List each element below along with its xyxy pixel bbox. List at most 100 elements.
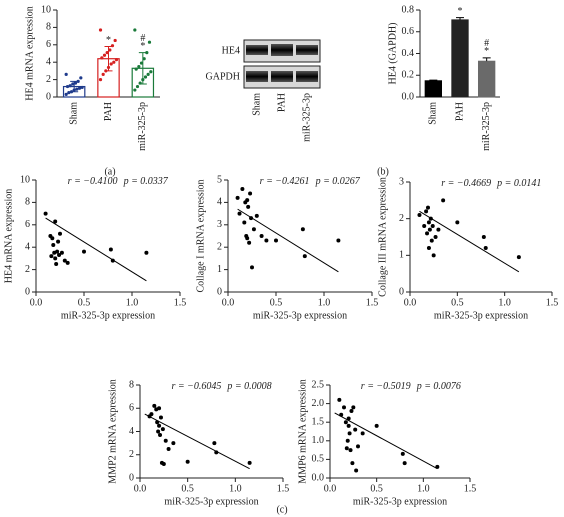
y-tick-label: 2 — [217, 241, 222, 252]
y-tick-label: 0 — [399, 286, 404, 297]
panel-label: (c) — [276, 504, 287, 515]
x-tick-label: 0.5 — [181, 483, 194, 494]
y-axis-label: HE4 mRNA expression — [3, 189, 14, 283]
data-point — [105, 51, 109, 55]
stat-annotation: r = −0.5019 p = 0.0076 — [361, 381, 461, 392]
x-axis-label: miR-325-3p expression — [253, 310, 347, 321]
y-tick-label: 4 — [46, 56, 51, 67]
data-point — [235, 195, 240, 200]
y-tick-label: 0 — [129, 472, 134, 483]
data-point — [417, 213, 422, 217]
x-tick-label: 1.5 — [277, 483, 290, 494]
y-tick-label: 4 — [217, 197, 222, 208]
significance-mark: * — [484, 46, 489, 57]
y-tick-label: 2 — [25, 264, 30, 275]
blot-band — [271, 44, 293, 56]
data-point — [114, 57, 119, 62]
x-tick-label: miR-325-3p — [481, 102, 492, 151]
data-point — [360, 431, 365, 436]
y-axis-label: HE4 mRNA expression — [24, 6, 35, 100]
data-point — [433, 235, 438, 239]
y-axis-label: Collage I mRNA expression — [195, 179, 206, 292]
correlation-r: r = −0.4100 — [68, 176, 118, 187]
data-point — [247, 240, 252, 245]
p-value: p = 0.0076 — [416, 381, 461, 392]
data-point — [80, 85, 84, 90]
x-tick-label: 1.0 — [126, 297, 139, 308]
data-point — [112, 60, 116, 64]
data-point — [54, 262, 59, 266]
data-point — [344, 446, 349, 451]
significance-mark: # — [484, 38, 489, 49]
data-point — [264, 238, 269, 243]
data-point — [157, 406, 162, 411]
p-value: p = 0.0267 — [315, 176, 361, 187]
data-point — [53, 219, 58, 224]
x-tick-label: 1.5 — [366, 297, 379, 308]
fit-line — [419, 210, 520, 273]
data-point — [53, 256, 58, 261]
y-tick-label: 2 — [129, 449, 134, 460]
data-point — [108, 48, 112, 52]
y-tick-label: 2.0 — [312, 398, 325, 409]
data-point — [245, 198, 250, 203]
error-bar — [429, 79, 438, 81]
data-point — [149, 412, 154, 417]
blot-band — [246, 45, 268, 55]
blot-band — [271, 71, 293, 82]
y-tick-label: 0.5 — [312, 454, 325, 465]
data-point — [244, 234, 249, 238]
data-point — [98, 78, 103, 82]
y-tick-label: 10 — [41, 4, 51, 15]
data-point — [336, 238, 341, 243]
data-point — [349, 409, 354, 414]
correlation-r: r = −0.4669 — [441, 178, 491, 189]
x-tick-label: PAH — [103, 102, 114, 121]
x-axis-label: miR-325-3p expression — [164, 496, 258, 507]
y-tick-label: 6 — [129, 403, 134, 414]
x-tick-label: 1.5 — [174, 297, 187, 308]
x-tick-label: miR-325-3p — [137, 102, 148, 151]
data-point — [137, 64, 141, 69]
y-tick-label: 0 — [25, 286, 30, 297]
data-point — [113, 38, 117, 43]
bar — [424, 80, 443, 98]
data-point — [242, 220, 247, 225]
data-point — [346, 423, 351, 428]
y-tick-label: 1 — [399, 250, 404, 261]
x-axis-label: miR-325-3p expression — [61, 310, 155, 321]
data-point — [250, 265, 254, 270]
x-tick-label: 0.0 — [404, 297, 417, 308]
data-point — [426, 246, 431, 250]
x-tick-label: Sham — [428, 102, 439, 125]
x-tick-label: 0.5 — [370, 483, 383, 494]
data-point — [158, 432, 163, 437]
p-value: p = 0.0141 — [496, 178, 541, 189]
panel-label: (b) — [377, 166, 389, 177]
y-tick-label: 1.5 — [312, 416, 325, 427]
x-tick-label: 1.0 — [229, 483, 242, 494]
western-blot: HE4 GAPDH Sham PAH miR-325-3p — [206, 39, 321, 142]
data-point — [337, 397, 342, 402]
stat-annotation: r = −0.4669 p = 0.0141 — [441, 178, 541, 189]
data-point — [50, 236, 55, 241]
x-tick-label: 0.0 — [324, 483, 337, 494]
x-tick-label: PAH — [454, 102, 465, 121]
data-point — [142, 57, 146, 61]
error-bar — [456, 17, 464, 20]
blot-lane-label: miR-325-3p — [301, 93, 312, 142]
data-point — [102, 53, 107, 57]
significance-mark: * — [140, 41, 145, 52]
y-tick-label: 0 — [217, 286, 222, 297]
data-point — [422, 224, 427, 228]
y-tick-label: 0.6 — [402, 26, 415, 37]
data-point — [57, 253, 62, 258]
data-point — [431, 253, 436, 258]
significance-mark: * — [106, 35, 111, 46]
data-point — [152, 403, 157, 408]
p-value: p = 0.0337 — [123, 176, 169, 187]
y-tick-label: 2 — [399, 213, 404, 224]
data-point — [79, 76, 83, 80]
data-point — [59, 250, 64, 255]
data-point — [185, 459, 190, 464]
